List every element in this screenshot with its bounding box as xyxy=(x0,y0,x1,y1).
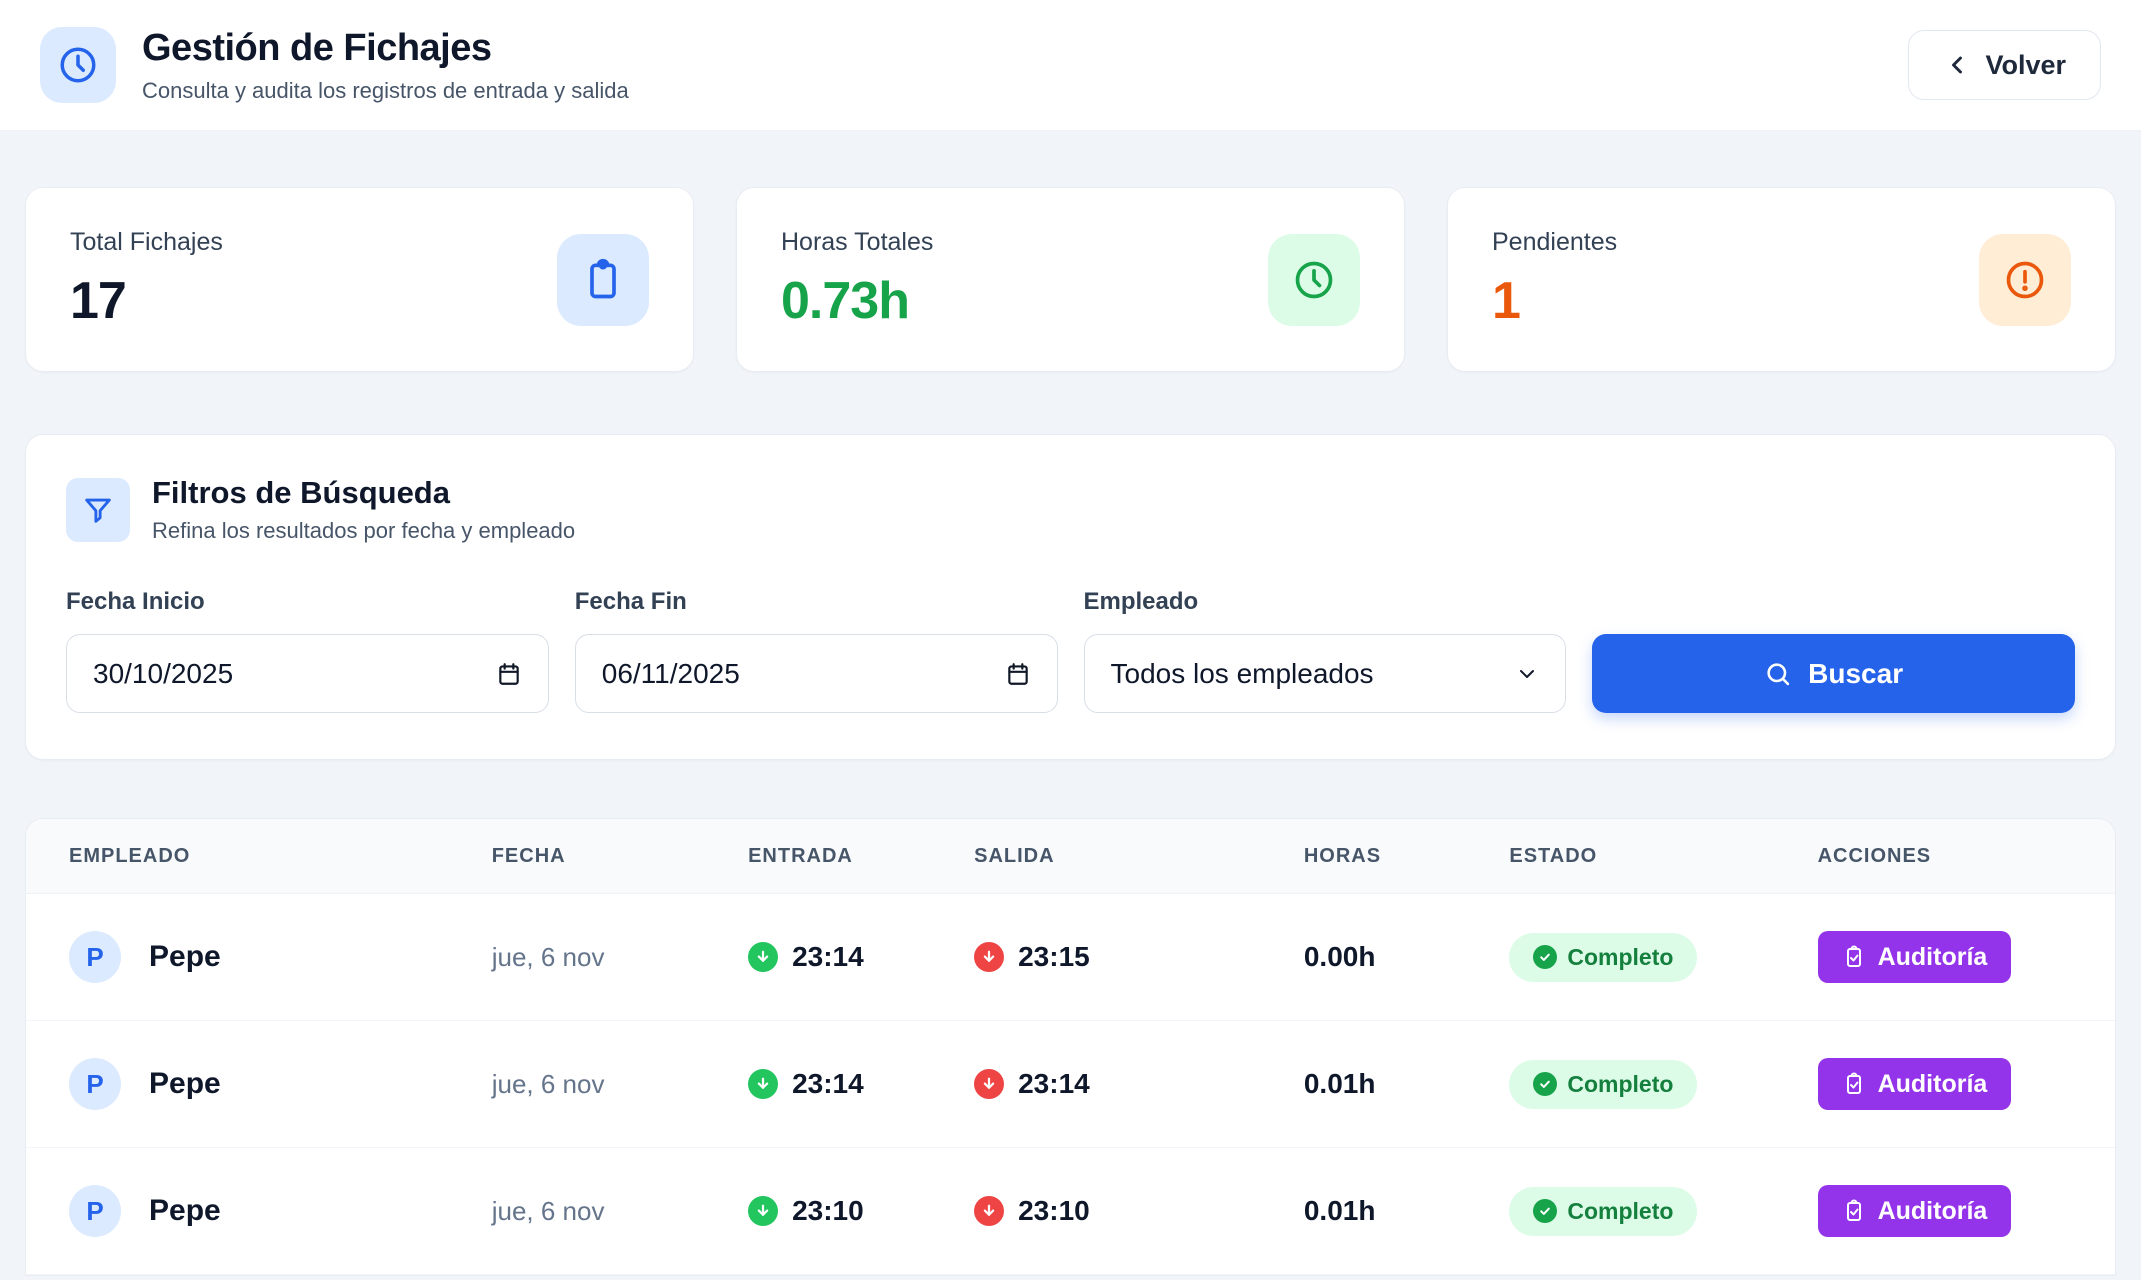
status-badge: Completo xyxy=(1509,932,1698,982)
end-date-label: Fecha Fin xyxy=(574,588,687,615)
employee-label: Empleado xyxy=(1083,588,1199,615)
stat-card-horas-totales: Horas Totales 0.73h xyxy=(736,187,1405,372)
hours-value: 0.01h xyxy=(1303,1068,1376,1099)
record-date: jue, 6 nov xyxy=(491,941,605,972)
table-row: P Pepe jue, 6 nov 23:14 23:14 0.01h xyxy=(26,1021,2115,1148)
stat-label: Pendientes xyxy=(1492,228,1618,256)
status-badge: Completo xyxy=(1509,1186,1698,1236)
avatar: P xyxy=(69,1058,121,1110)
employee-name: Pepe xyxy=(149,940,221,973)
end-date-value: 06/11/2025 xyxy=(601,657,740,689)
check-in-time: 23:14 xyxy=(792,941,864,972)
stat-card-total-fichajes: Total Fichajes 17 xyxy=(25,187,694,372)
column-header-horas: HORAS xyxy=(1303,844,1382,867)
stats-row: Total Fichajes 17 Horas Totales 0.73h Pe… xyxy=(25,187,2116,372)
back-button[interactable]: Volver xyxy=(1908,30,2101,100)
search-button-label: Buscar xyxy=(1808,657,1904,689)
column-header-empleado: EMPLEADO xyxy=(69,844,191,867)
clipboard-check-icon xyxy=(1842,1072,1866,1096)
table-row: P Pepe jue, 6 nov 23:14 23:15 0.00h xyxy=(26,894,2115,1021)
search-icon xyxy=(1764,660,1792,688)
status-label: Completo xyxy=(1567,1197,1674,1224)
page-subtitle: Consulta y audita los registros de entra… xyxy=(142,77,629,103)
filters-panel: Filtros de Búsqueda Refina los resultado… xyxy=(25,434,2116,760)
alert-circle-icon xyxy=(1979,233,2071,326)
stat-value: 17 xyxy=(70,272,127,330)
stat-label: Total Fichajes xyxy=(70,228,223,256)
avatar: P xyxy=(69,931,121,983)
check-in-icon xyxy=(748,1069,779,1099)
check-circle-icon xyxy=(1533,1199,1558,1223)
record-date: jue, 6 nov xyxy=(491,1195,605,1226)
filters-title: Filtros de Búsqueda xyxy=(152,475,450,510)
check-out-time: 23:15 xyxy=(1018,941,1090,972)
end-date-field-group: Fecha Fin 06/11/2025 xyxy=(574,588,1058,713)
table-header-row: EMPLEADO FECHA ENTRADA SALIDA HORAS ESTA… xyxy=(26,819,2115,894)
chevron-down-icon xyxy=(1515,662,1539,686)
check-in-icon xyxy=(748,942,779,972)
audit-button[interactable]: Auditoría xyxy=(1817,1058,2012,1110)
avatar: P xyxy=(69,1185,121,1237)
filter-icon xyxy=(66,477,130,542)
app-header: Gestión de Fichajes Consulta y audita lo… xyxy=(0,0,2141,131)
start-date-input[interactable]: 30/10/2025 xyxy=(66,634,549,713)
audit-button[interactable]: Auditoría xyxy=(1817,931,2012,983)
status-label: Completo xyxy=(1567,1070,1674,1097)
clipboard-icon xyxy=(557,233,649,326)
column-header-fecha: FECHA xyxy=(491,844,566,867)
start-date-field-group: Fecha Inicio 30/10/2025 xyxy=(66,588,549,713)
hours-value: 0.01h xyxy=(1303,1195,1376,1226)
calendar-icon[interactable] xyxy=(496,661,522,687)
employee-select[interactable]: Todos los empleados xyxy=(1083,634,1567,713)
check-out-icon xyxy=(974,1069,1005,1099)
search-button[interactable]: Buscar xyxy=(1592,634,2075,713)
check-out-icon xyxy=(974,1196,1005,1226)
clock-icon xyxy=(40,27,116,103)
filters-subtitle: Refina los resultados por fecha y emplea… xyxy=(152,518,576,543)
main-content: Total Fichajes 17 Horas Totales 0.73h Pe… xyxy=(0,131,2141,1276)
check-circle-icon xyxy=(1533,945,1558,969)
end-date-input[interactable]: 06/11/2025 xyxy=(574,634,1058,713)
check-in-icon xyxy=(748,1196,779,1226)
check-out-time: 23:14 xyxy=(1018,1068,1090,1099)
check-in-time: 23:14 xyxy=(792,1068,864,1099)
check-out-icon xyxy=(974,942,1005,972)
check-out-time: 23:10 xyxy=(1018,1195,1090,1226)
clock-icon xyxy=(1268,233,1360,326)
stat-value: 1 xyxy=(1492,272,1521,330)
status-badge: Completo xyxy=(1509,1059,1698,1109)
column-header-entrada: ENTRADA xyxy=(748,844,853,867)
start-date-value: 30/10/2025 xyxy=(93,657,234,689)
chevron-left-icon xyxy=(1943,51,1971,79)
audit-button-label: Auditoría xyxy=(1877,942,1988,971)
check-in-time: 23:10 xyxy=(792,1195,864,1226)
back-button-label: Volver xyxy=(1985,49,2066,80)
employee-field-group: Empleado Todos los empleados xyxy=(1083,588,1567,713)
clipboard-check-icon xyxy=(1842,945,1866,969)
hours-value: 0.00h xyxy=(1303,941,1376,972)
column-header-acciones: ACCIONES xyxy=(1817,844,1932,867)
stat-card-pendientes: Pendientes 1 xyxy=(1447,187,2116,372)
records-table: EMPLEADO FECHA ENTRADA SALIDA HORAS ESTA… xyxy=(25,818,2116,1276)
audit-button[interactable]: Auditoría xyxy=(1817,1185,2012,1237)
audit-button-label: Auditoría xyxy=(1877,1196,1988,1225)
stat-label: Horas Totales xyxy=(781,228,934,256)
page-title: Gestión de Fichajes xyxy=(142,26,492,69)
start-date-label: Fecha Inicio xyxy=(66,588,205,615)
record-date: jue, 6 nov xyxy=(491,1068,605,1099)
employee-name: Pepe xyxy=(149,1067,221,1100)
stat-value: 0.73h xyxy=(781,272,910,330)
clipboard-check-icon xyxy=(1842,1199,1866,1223)
audit-button-label: Auditoría xyxy=(1877,1069,1988,1098)
check-circle-icon xyxy=(1533,1072,1558,1096)
employee-name: Pepe xyxy=(149,1194,221,1227)
calendar-icon[interactable] xyxy=(1005,661,1031,687)
column-header-salida: SALIDA xyxy=(974,844,1055,867)
table-row: P Pepe jue, 6 nov 23:10 23:10 0.01h xyxy=(26,1148,2115,1275)
status-label: Completo xyxy=(1567,943,1674,970)
column-header-estado: ESTADO xyxy=(1509,844,1598,867)
employee-selected-value: Todos los empleados xyxy=(1110,657,1374,689)
